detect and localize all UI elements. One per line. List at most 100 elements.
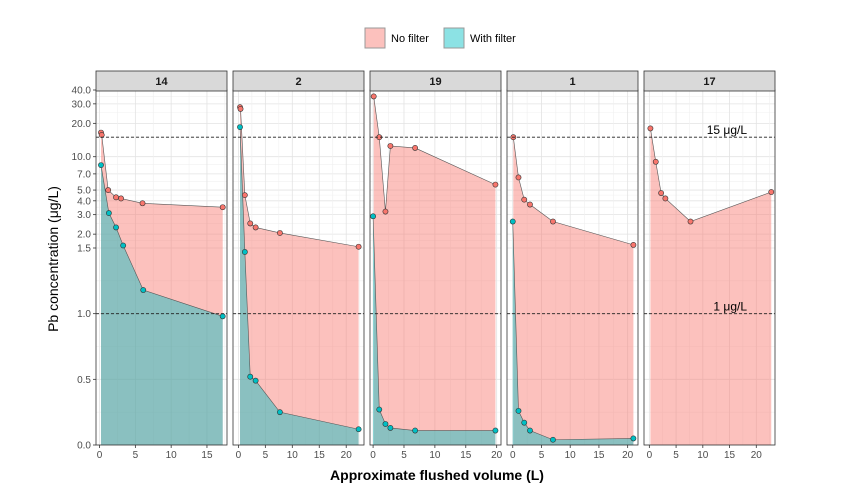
panel-background	[370, 90, 501, 445]
point-no-filter	[355, 243, 362, 250]
panel-background	[96, 90, 227, 445]
y-axis-title: Pb concentration (μg/L)	[45, 186, 61, 332]
line-no-filter	[513, 137, 634, 246]
y-tick-label: 3.0	[77, 210, 91, 221]
panel-title: 14	[155, 76, 168, 88]
point-no-filter	[630, 241, 637, 248]
panel-2: 20 5 10 15 20	[232, 70, 365, 461]
point-no-filter	[387, 143, 394, 149]
area-with-filter	[101, 165, 223, 445]
x-tick-label: 5	[539, 450, 545, 461]
legend: No filter With filter	[364, 27, 516, 49]
x-tick-label: 5	[263, 450, 269, 461]
point-with-filter	[247, 373, 254, 380]
point-no-filter	[492, 181, 499, 188]
line-no-filter	[650, 128, 772, 222]
line-with-filter	[372, 216, 496, 431]
line-with-filter	[239, 127, 359, 430]
point-with-filter	[113, 224, 119, 231]
point-no-filter	[370, 93, 377, 100]
legend-label-no-filter: No filter	[391, 33, 429, 45]
point-with-filter	[140, 287, 147, 293]
x-tick-label: 0	[97, 450, 103, 461]
y-tick-label: 10.0	[72, 152, 92, 163]
point-no-filter	[687, 218, 694, 225]
line-no-filter	[373, 96, 496, 212]
panel-19: 19 0 5 10 15 20	[369, 70, 503, 461]
point-no-filter	[662, 195, 669, 202]
point-with-filter	[382, 421, 389, 427]
point-with-filter	[105, 210, 112, 216]
point-with-filter	[387, 425, 394, 431]
y-tick-label: 2.0	[77, 230, 91, 241]
x-tick-label: 10	[429, 450, 441, 461]
panel-1: 10 5 10 15 20	[506, 70, 639, 461]
point-no-filter	[139, 200, 146, 207]
point-no-filter	[412, 145, 419, 151]
x-tick-label: 20	[751, 450, 763, 461]
point-no-filter	[647, 125, 654, 132]
point-with-filter	[355, 426, 362, 433]
point-with-filter	[98, 162, 104, 168]
x-tick-label: 10	[565, 450, 577, 461]
panel-strip	[369, 70, 502, 92]
point-no-filter	[105, 187, 112, 193]
line-with-filter	[512, 221, 634, 441]
legend-key-with-filter	[443, 27, 465, 49]
x-tick-label: 0	[647, 450, 653, 461]
x-tick-label: 15	[593, 450, 605, 461]
point-with-filter	[509, 218, 516, 225]
point-no-filter	[247, 220, 254, 227]
point-with-filter	[492, 427, 499, 434]
y-tick-label: 40.0	[72, 86, 92, 97]
x-tick-label: 5	[133, 450, 139, 461]
x-tick-label: 0	[236, 450, 242, 461]
y-tick-label: 0.5	[77, 375, 91, 386]
point-with-filter	[241, 249, 248, 255]
x-tick-label: 0	[370, 450, 376, 461]
x-tick-label: 15	[314, 450, 326, 461]
panel-strip	[643, 70, 776, 92]
x-tick-label: 5	[401, 450, 407, 461]
y-tick-label: 20.0	[72, 119, 92, 130]
area-no-filter	[101, 132, 223, 445]
x-tick-label: 10	[287, 450, 299, 461]
point-no-filter	[219, 204, 226, 211]
reference-line-label: 1 μg/L	[713, 300, 747, 314]
x-tick-label: 10	[697, 450, 709, 461]
panel-17: 17 0 5 10 15 20 15 μg/L 1 μg/L	[643, 70, 776, 461]
x-tick-label: 15	[724, 450, 736, 461]
panel-background	[644, 90, 775, 445]
panel-title: 19	[429, 76, 441, 88]
point-no-filter	[768, 189, 775, 195]
legend-key-no-filter	[364, 27, 386, 49]
x-tick-label: 5	[673, 450, 679, 461]
area-no-filter	[373, 96, 496, 446]
panel-title: 17	[703, 76, 715, 88]
x-tick-label: 15	[460, 450, 472, 461]
point-no-filter	[521, 196, 528, 203]
point-with-filter	[252, 377, 259, 384]
area-no-filter	[240, 107, 359, 446]
x-tick-label: 20	[491, 450, 503, 461]
point-with-filter	[376, 406, 383, 413]
y-tick-label: 5.0	[77, 186, 91, 197]
line-with-filter	[100, 165, 223, 317]
point-with-filter	[515, 407, 522, 414]
point-no-filter	[550, 218, 556, 225]
point-with-filter	[550, 436, 556, 443]
x-tick-label: 20	[622, 450, 634, 461]
point-no-filter	[658, 190, 665, 196]
y-tick-label: 30.0	[72, 99, 92, 110]
area-with-filter	[240, 127, 359, 445]
point-no-filter	[515, 174, 522, 181]
panel-title: 1	[569, 76, 575, 88]
point-no-filter	[277, 230, 283, 236]
axes: 0.0 0.5 1.0 1.5 2.0 3.0 4.05.0 7.0 10.0 20.0 30.0 4…	[72, 86, 96, 452]
point-no-filter	[652, 158, 659, 165]
panel-14: 14 0 5 10 15	[95, 70, 228, 461]
reference-line-label: 15 μg/L	[707, 123, 748, 137]
